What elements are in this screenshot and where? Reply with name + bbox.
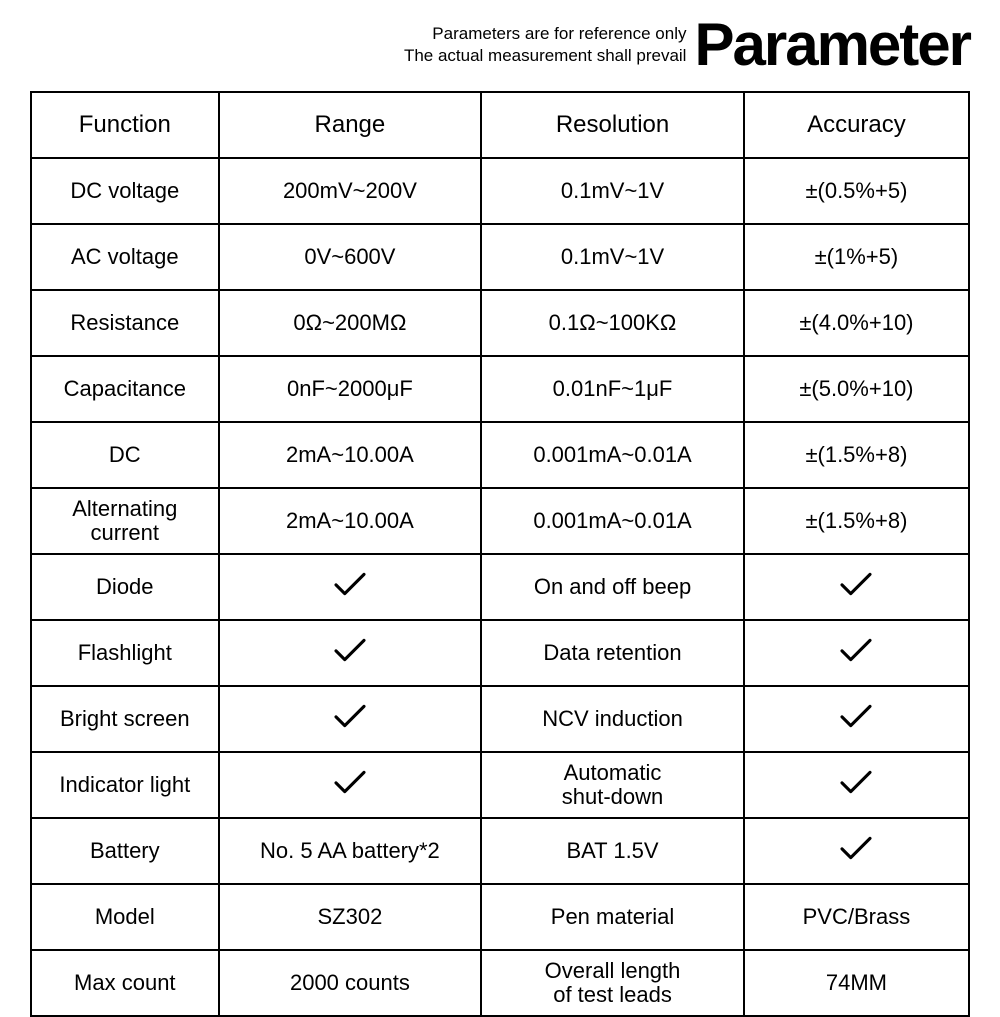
cell-resolution: Pen material (481, 884, 744, 950)
col-accuracy: Accuracy (744, 92, 969, 158)
table-row: DC2mA~10.00A0.001mA~0.01A±(1.5%+8) (31, 422, 969, 488)
cell-function: Diode (31, 554, 219, 620)
check-icon (838, 702, 874, 730)
cell-accuracy: ±(0.5%+5) (744, 158, 969, 224)
check-icon (332, 570, 368, 598)
cell-accuracy: ±(1.5%+8) (744, 422, 969, 488)
table-row: Alternatingcurrent2mA~10.00A0.001mA~0.01… (31, 488, 969, 554)
cell-range (219, 686, 482, 752)
cell-range: 0Ω~200MΩ (219, 290, 482, 356)
col-range: Range (219, 92, 482, 158)
check-icon (332, 636, 368, 664)
cell-accuracy: PVC/Brass (744, 884, 969, 950)
cell-resolution: On and off beep (481, 554, 744, 620)
cell-function: Model (31, 884, 219, 950)
cell-accuracy (744, 752, 969, 818)
table-row: Capacitance0nF~2000μF0.01nF~1μF±(5.0%+10… (31, 356, 969, 422)
table-header-row: Function Range Resolution Accuracy (31, 92, 969, 158)
check-icon (838, 834, 874, 862)
table-row: Flashlight Data retention (31, 620, 969, 686)
cell-range: 2000 counts (219, 950, 482, 1016)
header-title: Parameter (694, 10, 970, 79)
cell-resolution: Overall lengthof test leads (481, 950, 744, 1016)
cell-resolution: NCV induction (481, 686, 744, 752)
cell-accuracy (744, 620, 969, 686)
header-subtext: Parameters are for reference only The ac… (404, 23, 687, 66)
cell-resolution: 0.001mA~0.01A (481, 488, 744, 554)
check-icon (838, 768, 874, 796)
check-icon (332, 702, 368, 730)
cell-range (219, 554, 482, 620)
check-icon (838, 570, 874, 598)
cell-range: 2mA~10.00A (219, 422, 482, 488)
cell-range: SZ302 (219, 884, 482, 950)
col-resolution: Resolution (481, 92, 744, 158)
cell-range: 0nF~2000μF (219, 356, 482, 422)
cell-range (219, 752, 482, 818)
cell-range: No. 5 AA battery*2 (219, 818, 482, 884)
cell-function: Bright screen (31, 686, 219, 752)
cell-resolution: Automaticshut-down (481, 752, 744, 818)
cell-function: Max count (31, 950, 219, 1016)
header: Parameters are for reference only The ac… (30, 10, 970, 79)
cell-accuracy: ±(1%+5) (744, 224, 969, 290)
header-sub-line1: Parameters are for reference only (404, 23, 687, 44)
cell-resolution: 0.01nF~1μF (481, 356, 744, 422)
cell-accuracy (744, 554, 969, 620)
cell-function: DC (31, 422, 219, 488)
table-row: DC voltage200mV~200V0.1mV~1V±(0.5%+5) (31, 158, 969, 224)
cell-accuracy: ±(5.0%+10) (744, 356, 969, 422)
table-row: BatteryNo. 5 AA battery*2BAT 1.5V (31, 818, 969, 884)
cell-function: Indicator light (31, 752, 219, 818)
cell-resolution: 0.1mV~1V (481, 224, 744, 290)
cell-resolution: BAT 1.5V (481, 818, 744, 884)
cell-function: DC voltage (31, 158, 219, 224)
table-row: ModelSZ302Pen materialPVC/Brass (31, 884, 969, 950)
cell-range: 2mA~10.00A (219, 488, 482, 554)
cell-function: Resistance (31, 290, 219, 356)
cell-range (219, 620, 482, 686)
cell-function: Flashlight (31, 620, 219, 686)
table-row: Resistance0Ω~200MΩ0.1Ω~100KΩ±(4.0%+10) (31, 290, 969, 356)
cell-resolution: 0.001mA~0.01A (481, 422, 744, 488)
cell-accuracy: 74MM (744, 950, 969, 1016)
cell-range: 200mV~200V (219, 158, 482, 224)
cell-function: Alternatingcurrent (31, 488, 219, 554)
cell-resolution: 0.1mV~1V (481, 158, 744, 224)
cell-function: AC voltage (31, 224, 219, 290)
table-row: Indicator light Automaticshut-down (31, 752, 969, 818)
cell-accuracy: ±(4.0%+10) (744, 290, 969, 356)
table-row: Bright screen NCV induction (31, 686, 969, 752)
cell-range: 0V~600V (219, 224, 482, 290)
header-sub-line2: The actual measurement shall prevail (404, 45, 687, 66)
cell-resolution: Data retention (481, 620, 744, 686)
check-icon (332, 768, 368, 796)
cell-function: Battery (31, 818, 219, 884)
cell-accuracy (744, 818, 969, 884)
cell-accuracy (744, 686, 969, 752)
parameter-table: Function Range Resolution Accuracy DC vo… (30, 91, 970, 1017)
cell-function: Capacitance (31, 356, 219, 422)
cell-resolution: 0.1Ω~100KΩ (481, 290, 744, 356)
table-row: AC voltage0V~600V0.1mV~1V±(1%+5) (31, 224, 969, 290)
check-icon (838, 636, 874, 664)
col-function: Function (31, 92, 219, 158)
table-row: Diode On and off beep (31, 554, 969, 620)
table-row: Max count2000 countsOverall lengthof tes… (31, 950, 969, 1016)
cell-accuracy: ±(1.5%+8) (744, 488, 969, 554)
